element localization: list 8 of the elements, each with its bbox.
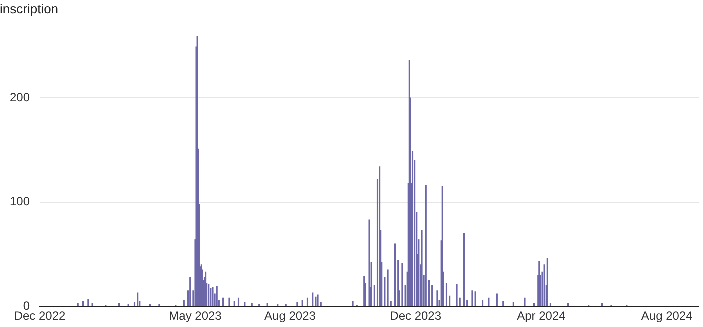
x-tick-label: Aug 2023: [264, 309, 316, 324]
y-tick-label: 200: [10, 90, 30, 104]
x-tick-label: Dec 2023: [390, 309, 442, 324]
y-tick-label: 100: [10, 194, 30, 209]
chart-title: inscription: [0, 1, 59, 16]
x-tick-label: May 2023: [169, 309, 222, 324]
x-tick-label: Aug 2024: [641, 309, 694, 324]
x-tick-label: Apr 2024: [517, 309, 566, 324]
